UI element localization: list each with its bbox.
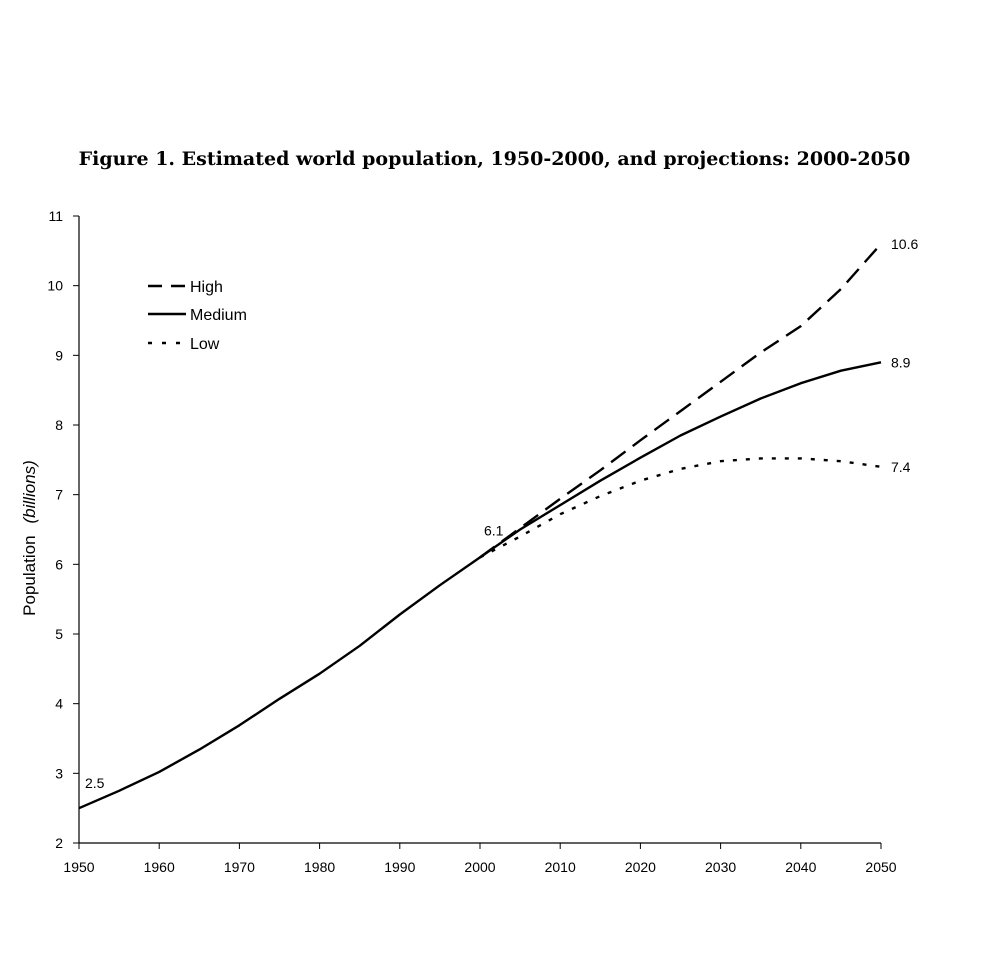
x-tick-label: 1970 — [224, 859, 255, 875]
y-tick-label: 10 — [47, 278, 63, 294]
y-tick-label: 6 — [55, 556, 63, 572]
series-line-high — [479, 243, 882, 559]
x-tick-label: 1950 — [63, 859, 94, 875]
legend-label-medium: Medium — [190, 307, 247, 324]
x-tick-label: 2030 — [705, 859, 736, 875]
y-tick-label: 2 — [55, 835, 63, 851]
y-axis-label: Population(billions) — [20, 460, 39, 616]
x-tick-label: 2040 — [785, 859, 816, 875]
data-label: 10.6 — [891, 236, 918, 252]
series-line-low — [479, 457, 882, 559]
x-tick-label: 1960 — [144, 859, 175, 875]
y-tick-label: 5 — [55, 626, 63, 642]
y-tick-label: 9 — [55, 347, 63, 363]
x-tick-label: 2010 — [545, 859, 576, 875]
y-tick-label: 4 — [55, 696, 63, 712]
y-tick-label: 8 — [55, 417, 63, 433]
series-line-medium — [78, 361, 882, 810]
y-tick-label: 7 — [55, 487, 63, 503]
data-label: 7.4 — [891, 459, 911, 475]
data-label: 2.5 — [85, 775, 105, 791]
x-tick-label: 1990 — [384, 859, 415, 875]
y-tick-label: 11 — [48, 208, 63, 224]
x-tick-label: 2020 — [625, 859, 656, 875]
data-label: 8.9 — [891, 354, 911, 370]
x-tick-label: 1980 — [304, 859, 335, 875]
chart-title: Figure 1. Estimated world population, 19… — [78, 148, 911, 170]
legend-label-high: High — [190, 279, 223, 296]
y-tick-label: 3 — [55, 765, 63, 781]
x-tick-label: 2050 — [865, 859, 896, 875]
legend-label-low: Low — [190, 336, 220, 353]
x-tick-label: 2000 — [464, 859, 495, 875]
data-label: 6.1 — [484, 522, 504, 538]
